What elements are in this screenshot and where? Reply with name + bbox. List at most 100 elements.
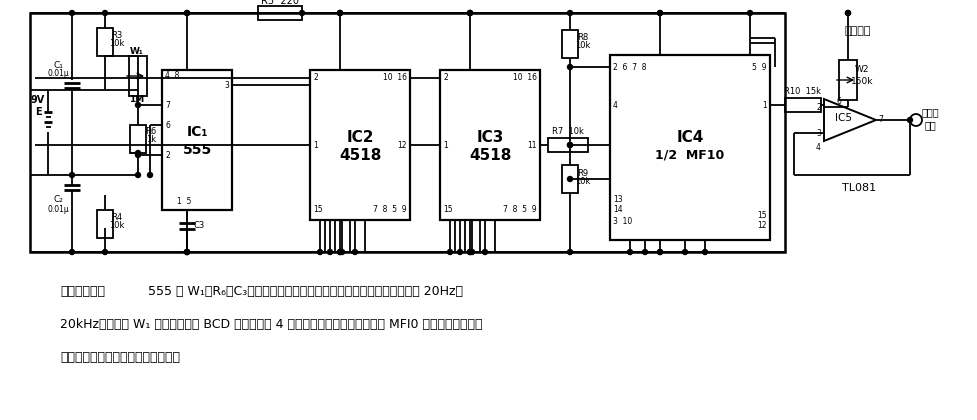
Circle shape xyxy=(467,10,472,16)
Circle shape xyxy=(327,249,332,255)
Text: C₂: C₂ xyxy=(53,195,63,205)
Text: 4518: 4518 xyxy=(338,147,381,163)
Bar xyxy=(785,98,820,112)
Circle shape xyxy=(457,249,462,255)
Text: 0.01μ: 0.01μ xyxy=(47,205,68,215)
Circle shape xyxy=(482,249,487,255)
Text: 15: 15 xyxy=(313,205,322,215)
Circle shape xyxy=(136,173,141,178)
Text: W₁: W₁ xyxy=(130,47,144,57)
Circle shape xyxy=(657,10,661,16)
Circle shape xyxy=(567,65,572,69)
Text: 13: 13 xyxy=(613,195,622,205)
Circle shape xyxy=(185,249,190,255)
Text: TL081: TL081 xyxy=(841,183,875,193)
Text: 2: 2 xyxy=(313,74,318,82)
Text: 1  5: 1 5 xyxy=(177,197,191,207)
Text: 1k: 1k xyxy=(146,136,156,144)
Text: IC3: IC3 xyxy=(476,129,503,144)
Circle shape xyxy=(69,173,74,178)
Circle shape xyxy=(746,10,751,16)
Circle shape xyxy=(339,249,344,255)
Bar xyxy=(97,28,113,56)
Circle shape xyxy=(567,142,572,147)
Text: E: E xyxy=(34,107,41,117)
Text: 4518: 4518 xyxy=(468,147,511,163)
Circle shape xyxy=(567,176,572,181)
Bar xyxy=(547,138,587,152)
Text: R9: R9 xyxy=(576,168,588,178)
Text: R4: R4 xyxy=(111,213,122,223)
Circle shape xyxy=(567,142,572,147)
Text: 2: 2 xyxy=(816,102,820,111)
Text: 7: 7 xyxy=(877,116,882,124)
Circle shape xyxy=(337,10,342,16)
Text: R10  15k: R10 15k xyxy=(784,87,821,95)
Circle shape xyxy=(103,10,107,16)
Text: 10  16: 10 16 xyxy=(383,74,406,82)
Circle shape xyxy=(103,249,107,255)
Circle shape xyxy=(845,10,850,16)
Bar xyxy=(30,13,785,252)
Text: 0.01μ: 0.01μ xyxy=(47,69,68,79)
Circle shape xyxy=(467,249,472,255)
Circle shape xyxy=(467,10,472,16)
Circle shape xyxy=(657,249,661,255)
Text: 准的正弦基波，再经运放缓冲放大。: 准的正弦基波，再经运放缓冲放大。 xyxy=(60,351,180,364)
Bar xyxy=(838,60,856,100)
Text: 10  16: 10 16 xyxy=(513,74,536,82)
Bar xyxy=(258,6,302,20)
Text: 1: 1 xyxy=(313,141,318,150)
Circle shape xyxy=(337,249,342,255)
Circle shape xyxy=(337,10,342,16)
Bar xyxy=(562,165,577,193)
Text: 7: 7 xyxy=(165,100,170,110)
Circle shape xyxy=(185,10,190,16)
Text: C₁: C₁ xyxy=(53,60,63,69)
Text: 6: 6 xyxy=(165,121,170,129)
Text: 10k: 10k xyxy=(109,39,124,48)
Text: 1: 1 xyxy=(761,100,766,110)
Text: 7  8  5  9: 7 8 5 9 xyxy=(503,205,536,215)
Text: 振幅控制: 振幅控制 xyxy=(844,26,871,36)
Text: 3  10: 3 10 xyxy=(613,218,631,226)
Circle shape xyxy=(148,173,152,178)
Text: 4  8: 4 8 xyxy=(165,71,179,79)
Circle shape xyxy=(701,249,706,255)
Text: IC5: IC5 xyxy=(834,113,852,123)
Text: 10k: 10k xyxy=(574,42,590,50)
Text: W2: W2 xyxy=(854,66,869,74)
Text: 2: 2 xyxy=(443,74,447,82)
Circle shape xyxy=(467,249,472,255)
Text: 1/2  MF10: 1/2 MF10 xyxy=(655,149,724,162)
Circle shape xyxy=(318,249,322,255)
Text: 9V: 9V xyxy=(31,95,45,105)
Text: 12: 12 xyxy=(757,220,766,229)
Circle shape xyxy=(69,249,74,255)
Text: R8: R8 xyxy=(576,34,588,42)
Text: IC2: IC2 xyxy=(346,129,373,144)
Circle shape xyxy=(185,249,190,255)
Circle shape xyxy=(567,249,572,255)
Bar xyxy=(562,30,577,58)
Text: 11: 11 xyxy=(527,141,536,150)
Bar xyxy=(440,70,539,220)
Bar xyxy=(162,70,232,210)
Text: R6: R6 xyxy=(146,128,156,136)
Text: IC4: IC4 xyxy=(676,130,703,145)
Bar xyxy=(310,70,409,220)
Text: 1: 1 xyxy=(443,141,447,150)
Circle shape xyxy=(69,10,74,16)
Text: 15: 15 xyxy=(756,210,766,220)
Circle shape xyxy=(337,10,342,16)
Text: 14: 14 xyxy=(613,205,622,215)
Text: 555 和 W₁、R₆、C₃组成无稳态多谐振荡器，图中元件值相应振荡频率为 20Hz～: 555 和 W₁、R₆、C₃组成无稳态多谐振荡器，图中元件值相应振荡频率为 20… xyxy=(132,285,462,298)
Bar xyxy=(130,125,146,153)
Text: R3: R3 xyxy=(111,32,122,40)
Text: 15: 15 xyxy=(443,205,452,215)
Text: R7  10k: R7 10k xyxy=(551,126,583,136)
Text: 150k: 150k xyxy=(850,78,872,87)
Text: 12: 12 xyxy=(397,141,406,150)
Text: 4: 4 xyxy=(613,100,617,110)
Text: IC₁: IC₁ xyxy=(186,125,207,139)
